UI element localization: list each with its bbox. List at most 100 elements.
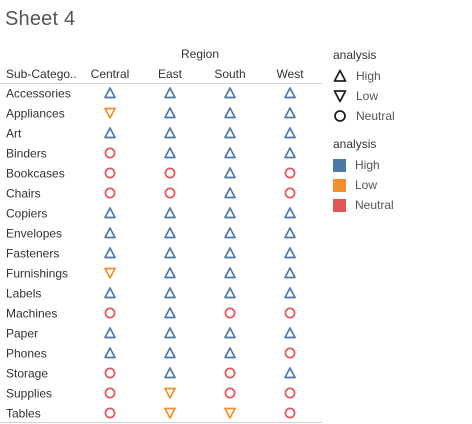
mark-binders-west[interactable] — [284, 147, 296, 159]
mark-envelopes-south[interactable] — [224, 227, 236, 239]
triangle-up-icon — [333, 69, 347, 82]
color-legend-item-low[interactable]: Low — [333, 175, 394, 195]
color-legend-title: analysis — [333, 137, 377, 151]
color-legend-item-neutral[interactable]: Neutral — [333, 195, 394, 215]
triangle-down-icon — [333, 90, 347, 103]
mark-chairs-central[interactable] — [104, 187, 116, 199]
mark-accessories-south[interactable] — [224, 87, 236, 99]
mark-storage-east[interactable] — [164, 367, 176, 379]
mark-accessories-east[interactable] — [164, 87, 176, 99]
column-header-region: Region — [181, 47, 219, 61]
mark-machines-east[interactable] — [164, 307, 176, 319]
mark-accessories-west[interactable] — [284, 87, 296, 99]
color-swatch-neutral — [333, 198, 346, 212]
mark-copiers-west[interactable] — [284, 207, 296, 219]
mark-envelopes-west[interactable] — [284, 227, 296, 239]
row-label-tables: Tables — [6, 407, 41, 421]
row-label-appliances: Appliances — [6, 107, 65, 121]
mark-paper-east[interactable] — [164, 327, 176, 339]
shape-legend-title: analysis — [333, 48, 377, 62]
legend-label: High — [356, 69, 381, 83]
mark-paper-central[interactable] — [104, 327, 116, 339]
mark-machines-central[interactable] — [104, 307, 116, 319]
mark-copiers-central[interactable] — [104, 207, 116, 219]
mark-paper-south[interactable] — [224, 327, 236, 339]
mark-storage-south[interactable] — [224, 367, 236, 379]
row-label-labels: Labels — [6, 287, 41, 301]
mark-furnishings-south[interactable] — [224, 267, 236, 279]
mark-machines-south[interactable] — [224, 307, 236, 319]
mark-copiers-south[interactable] — [224, 207, 236, 219]
mark-chairs-east[interactable] — [164, 187, 176, 199]
mark-chairs-south[interactable] — [224, 187, 236, 199]
shape-legend-item-low[interactable]: Low — [333, 86, 395, 106]
mark-storage-central[interactable] — [104, 367, 116, 379]
mark-machines-west[interactable] — [284, 307, 296, 319]
mark-accessories-central[interactable] — [104, 87, 116, 99]
mark-supplies-south[interactable] — [224, 387, 236, 399]
color-swatch-low — [333, 178, 346, 192]
mark-fasteners-east[interactable] — [164, 247, 176, 259]
mark-copiers-east[interactable] — [164, 207, 176, 219]
mark-art-west[interactable] — [284, 127, 296, 139]
mark-art-east[interactable] — [164, 127, 176, 139]
mark-appliances-south[interactable] — [224, 107, 236, 119]
mark-phones-east[interactable] — [164, 347, 176, 359]
legend-label: Low — [356, 89, 379, 103]
row-label-binders: Binders — [6, 147, 47, 161]
mark-envelopes-east[interactable] — [164, 227, 176, 239]
mark-bookcases-south[interactable] — [224, 167, 236, 179]
mark-paper-west[interactable] — [284, 327, 296, 339]
column-label-west: West — [276, 67, 304, 81]
mark-appliances-east[interactable] — [164, 107, 176, 119]
mark-fasteners-west[interactable] — [284, 247, 296, 259]
mark-envelopes-central[interactable] — [104, 227, 116, 239]
mark-furnishings-central[interactable] — [104, 267, 116, 279]
mark-tables-west[interactable] — [284, 407, 296, 419]
column-labels: Central East South West — [91, 67, 305, 81]
mark-tables-east[interactable] — [164, 407, 176, 419]
mark-tables-south[interactable] — [224, 407, 236, 419]
mark-furnishings-west[interactable] — [284, 267, 296, 279]
row-label-chairs: Chairs — [6, 187, 41, 201]
shape-legend-item-high[interactable]: High — [333, 66, 395, 86]
row-label-storage: Storage — [6, 367, 48, 381]
row-label-paper: Paper — [6, 327, 38, 341]
row-label-machines: Machines — [6, 307, 57, 321]
mark-furnishings-east[interactable] — [164, 267, 176, 279]
color-legend-item-high[interactable]: High — [333, 155, 394, 175]
mark-labels-south[interactable] — [224, 287, 236, 299]
mark-labels-east[interactable] — [164, 287, 176, 299]
mark-chairs-west[interactable] — [284, 187, 296, 199]
mark-supplies-west[interactable] — [284, 387, 296, 399]
mark-supplies-east[interactable] — [164, 387, 176, 399]
mark-fasteners-central[interactable] — [104, 247, 116, 259]
shape-legend-item-neutral[interactable]: Neutral — [333, 106, 395, 126]
mark-binders-south[interactable] — [224, 147, 236, 159]
shape-legend: analysis High Low Neutral — [333, 48, 395, 126]
mark-binders-east[interactable] — [164, 147, 176, 159]
mark-art-south[interactable] — [224, 127, 236, 139]
mark-phones-central[interactable] — [104, 347, 116, 359]
mark-bookcases-west[interactable] — [284, 167, 296, 179]
mark-supplies-central[interactable] — [104, 387, 116, 399]
row-labels: Accessories Appliances Art Binders Bookcases… — [6, 87, 71, 421]
color-swatch-high — [333, 158, 346, 172]
legend-label: Low — [355, 178, 378, 192]
mark-phones-south[interactable] — [224, 347, 236, 359]
marks — [104, 87, 296, 419]
mark-appliances-west[interactable] — [284, 107, 296, 119]
mark-tables-central[interactable] — [104, 407, 116, 419]
row-label-envelopes: Envelopes — [6, 227, 62, 241]
mark-storage-west[interactable] — [284, 367, 296, 379]
mark-labels-west[interactable] — [284, 287, 296, 299]
mark-appliances-central[interactable] — [104, 107, 116, 119]
mark-bookcases-east[interactable] — [164, 167, 176, 179]
mark-binders-central[interactable] — [104, 147, 116, 159]
mark-bookcases-central[interactable] — [104, 167, 116, 179]
mark-labels-central[interactable] — [104, 287, 116, 299]
mark-fasteners-south[interactable] — [224, 247, 236, 259]
mark-phones-west[interactable] — [284, 347, 296, 359]
mark-art-central[interactable] — [104, 127, 116, 139]
row-label-copiers: Copiers — [6, 207, 47, 221]
